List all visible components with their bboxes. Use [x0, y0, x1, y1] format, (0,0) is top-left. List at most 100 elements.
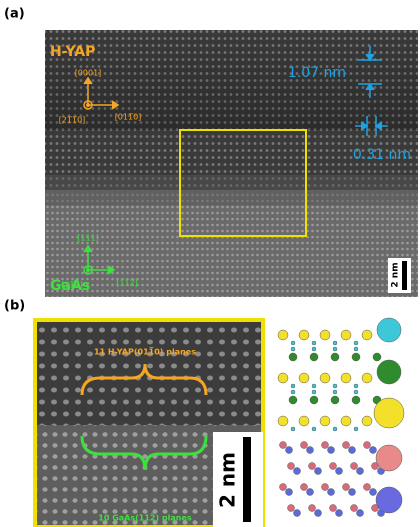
atom: [312, 347, 316, 351]
atom: [333, 427, 337, 431]
atom: [312, 427, 316, 431]
atomic-model: [278, 318, 404, 517]
atom: [288, 505, 295, 512]
atom: [291, 347, 295, 351]
scale-bar-label: 2 nm: [216, 452, 240, 508]
scale-bar-label: 2 nm: [391, 262, 401, 287]
planes-label: 10 GaAs(112̅) planes: [98, 512, 192, 522]
atom: [328, 447, 335, 454]
atom: [315, 468, 322, 475]
atom: [309, 505, 316, 512]
atom: [349, 447, 356, 454]
atom: [364, 484, 371, 491]
atom: [374, 398, 404, 428]
atom: [289, 353, 297, 361]
atom: [354, 341, 358, 345]
spacing-label: 0.31 nm: [353, 147, 411, 163]
atom: [278, 330, 288, 340]
phase-label: GaAs: [50, 278, 90, 294]
atom: [331, 353, 339, 361]
atom: [354, 384, 358, 388]
atom: [310, 396, 318, 404]
atom: [331, 396, 339, 404]
atom: [333, 384, 337, 388]
atom: [370, 447, 377, 454]
atom: [330, 463, 337, 470]
spacing-label: 1.07 nm: [288, 65, 346, 81]
atom: [354, 427, 358, 431]
atom: [341, 416, 351, 426]
atom: [299, 330, 309, 340]
atom: [315, 510, 322, 517]
atom: [291, 427, 295, 431]
atom: [354, 347, 358, 351]
atom: [301, 484, 308, 491]
atom: [354, 390, 358, 394]
atom: [291, 341, 295, 345]
atom: [351, 463, 358, 470]
direction-label: [21̅1̅0]: [59, 116, 86, 125]
atom: [309, 463, 316, 470]
atom: [312, 341, 316, 345]
atom: [330, 505, 337, 512]
atom: [291, 384, 295, 388]
atom: [377, 318, 401, 342]
atom: [291, 390, 295, 394]
planes-label: 11 H-YAP(011̅0) planes: [94, 346, 196, 356]
atom: [336, 468, 343, 475]
direction-label: [011̅0]: [115, 113, 142, 122]
atom: [278, 373, 288, 383]
atom: [341, 373, 351, 383]
atom: [322, 442, 329, 449]
atom: [351, 505, 358, 512]
atom: [294, 510, 301, 517]
panel-label: (b): [4, 299, 25, 314]
scale-bar: [402, 261, 407, 290]
atom: [328, 489, 335, 496]
atom: [299, 373, 309, 383]
scale-bar: [243, 437, 251, 522]
atom: [320, 330, 330, 340]
atom: [312, 384, 316, 388]
atom: [280, 442, 287, 449]
atom: [362, 416, 372, 426]
atom: [352, 353, 360, 361]
atom: [322, 484, 329, 491]
atom: [376, 487, 402, 513]
atom: [333, 341, 337, 345]
atom: [312, 390, 316, 394]
atom: [333, 390, 337, 394]
direction-label: [112̅]: [116, 279, 138, 288]
atom: [370, 489, 377, 496]
atom: [289, 396, 297, 404]
direction-label: [111]: [77, 234, 99, 243]
atom: [288, 463, 295, 470]
panel-label: (a): [4, 7, 25, 22]
atom: [362, 330, 372, 340]
atom: [357, 510, 364, 517]
atom: [349, 489, 356, 496]
atom: [299, 416, 309, 426]
atom: [278, 416, 288, 426]
atom: [310, 353, 318, 361]
atom: [286, 489, 293, 496]
atom: [307, 447, 314, 454]
figure: (a) H-YAP [0001] [21̅1̅0] [011̅0] 1.07 n…: [0, 0, 420, 527]
atom: [301, 442, 308, 449]
direction-label: [0001]: [75, 69, 102, 78]
atom: [362, 373, 372, 383]
atom: [320, 373, 330, 383]
atom: [341, 330, 351, 340]
atom: [320, 416, 330, 426]
atom: [280, 484, 287, 491]
atom: [336, 510, 343, 517]
atom: [294, 468, 301, 475]
atom: [377, 360, 401, 384]
atom: [352, 396, 360, 404]
atom: [333, 347, 337, 351]
atom: [373, 353, 381, 361]
phase-label: H-YAP: [50, 44, 95, 60]
atom: [343, 484, 350, 491]
atom: [364, 442, 371, 449]
atom: [307, 489, 314, 496]
